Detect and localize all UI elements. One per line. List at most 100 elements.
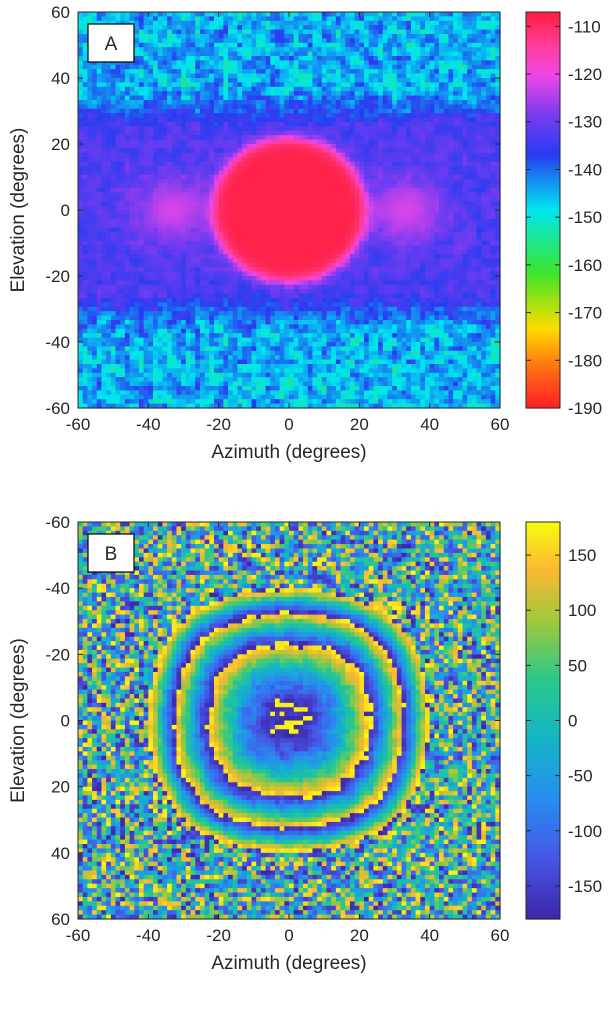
heatmap-cell	[364, 60, 370, 66]
heatmap-cell	[368, 12, 374, 17]
heatmap-cell	[82, 38, 88, 44]
heatmap-cell	[167, 205, 173, 211]
heatmap-cell	[199, 157, 206, 163]
heatmap-cell	[260, 210, 267, 215]
heatmap-cell	[289, 148, 295, 154]
heatmap-cell	[476, 78, 482, 83]
heatmap-cell	[481, 69, 487, 75]
heatmap-cell	[134, 78, 140, 83]
heatmap-cell	[181, 201, 187, 207]
heatmap-cell	[448, 69, 454, 75]
heatmap-cell	[401, 78, 407, 83]
heatmap-cell	[256, 135, 262, 141]
heatmap-cell	[124, 16, 131, 22]
heatmap-cell	[185, 130, 192, 136]
heatmap-cell	[101, 218, 107, 224]
heatmap-cell	[237, 144, 243, 149]
heatmap-cell	[124, 170, 131, 176]
heatmap-cell	[368, 210, 374, 215]
heatmap-cell	[138, 108, 145, 114]
heatmap-cell	[265, 227, 271, 233]
heatmap-cell	[490, 78, 496, 83]
heatmap-cell	[434, 152, 440, 158]
heatmap-cell	[321, 188, 328, 193]
heatmap-cell	[167, 218, 173, 224]
heatmap-cell	[204, 64, 210, 70]
heatmap-cell	[218, 64, 224, 70]
heatmap-cell	[260, 104, 267, 110]
heatmap-cell	[392, 47, 398, 53]
heatmap-cell	[298, 47, 304, 53]
heatmap-cell	[209, 254, 215, 259]
heatmap-cell	[289, 78, 295, 83]
heatmap-cell	[317, 47, 323, 53]
heatmap-cell	[495, 100, 501, 105]
heatmap-cell	[354, 210, 360, 215]
heatmap-cell	[434, 51, 440, 57]
heatmap-cell	[429, 152, 435, 158]
heatmap-cell	[457, 91, 464, 97]
heatmap-cell	[124, 73, 131, 79]
heatmap-cell	[476, 148, 482, 154]
heatmap-cell	[213, 122, 220, 127]
heatmap-cell	[476, 20, 482, 26]
heatmap-cell	[213, 227, 220, 233]
heatmap-cell	[106, 117, 112, 123]
heatmap-cell	[340, 152, 346, 158]
heatmap-cell	[106, 122, 112, 127]
heatmap-cell	[129, 183, 135, 189]
heatmap-cell	[190, 20, 196, 26]
heatmap-cell	[476, 249, 482, 255]
heatmap-cell	[490, 126, 496, 132]
heatmap-cell	[392, 122, 398, 127]
heatmap-cell	[256, 122, 262, 127]
heatmap-cell	[495, 34, 501, 39]
heatmap-cell	[467, 152, 473, 158]
heatmap-cell	[228, 38, 234, 44]
heatmap-cell	[373, 100, 379, 105]
heatmap-cell	[256, 69, 262, 75]
heatmap-cell	[307, 47, 314, 53]
heatmap-cell	[312, 218, 318, 224]
heatmap-cell	[354, 73, 360, 79]
heatmap-cell	[471, 100, 478, 105]
heatmap-cell	[115, 201, 121, 207]
heatmap-cell	[265, 91, 271, 97]
heatmap-cell	[106, 232, 112, 237]
heatmap-cell	[256, 232, 262, 237]
heatmap-cell	[195, 210, 201, 215]
heatmap-cell	[134, 69, 140, 75]
heatmap-cell	[364, 223, 370, 229]
heatmap-cell	[485, 152, 492, 158]
heatmap-cell	[162, 113, 168, 119]
heatmap-cell	[228, 254, 234, 259]
heatmap-cell	[195, 51, 201, 57]
heatmap-cell	[415, 122, 421, 127]
heatmap-cell	[476, 86, 482, 92]
heatmap-cell	[87, 130, 93, 136]
heatmap-cell	[443, 227, 450, 233]
heatmap-cell	[157, 201, 163, 207]
heatmap-cell	[274, 16, 281, 22]
heatmap-cell	[293, 69, 299, 75]
heatmap-cell	[415, 34, 421, 39]
heatmap-cell	[157, 192, 163, 198]
heatmap-cell	[129, 69, 135, 75]
heatmap-cell	[199, 249, 206, 255]
heatmap-cell	[153, 64, 159, 70]
heatmap-cell	[134, 86, 140, 92]
heatmap-cell	[396, 64, 403, 70]
heatmap-cell	[232, 108, 239, 114]
heatmap-cell	[317, 240, 323, 246]
heatmap-cell	[485, 227, 492, 233]
heatmap-cell	[396, 29, 403, 35]
heatmap-cell	[331, 117, 337, 123]
heatmap-cell	[260, 188, 267, 193]
heatmap-cell	[162, 117, 168, 123]
heatmap-cell	[82, 64, 88, 70]
heatmap-cell	[307, 38, 314, 44]
heatmap-cell	[326, 56, 332, 61]
heatmap-cell	[82, 20, 88, 26]
heatmap-cell	[260, 249, 267, 255]
heatmap-cell	[387, 179, 393, 185]
